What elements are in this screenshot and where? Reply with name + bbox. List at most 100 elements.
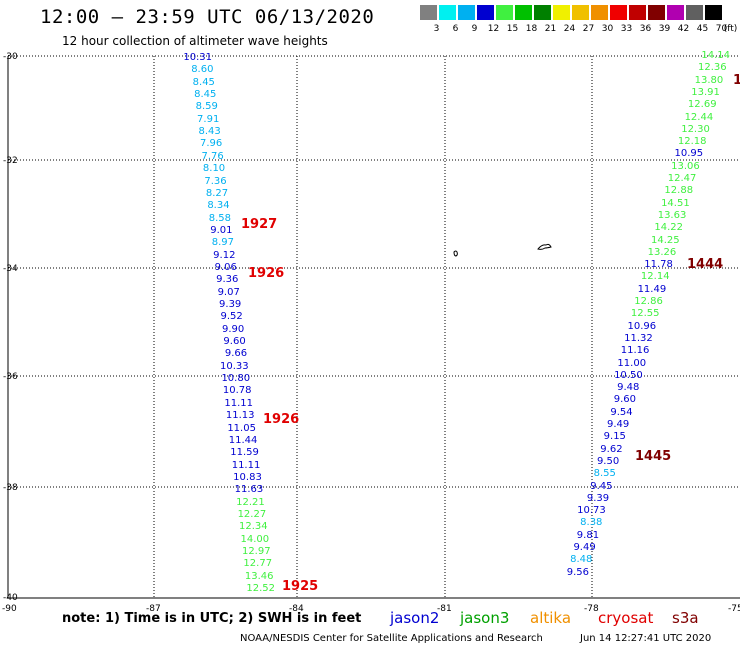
wave-height-value: 12.14: [640, 271, 670, 283]
wave-height-value: 12.27: [237, 508, 267, 520]
wave-height-value: 9.01: [210, 224, 233, 236]
scale-label: 27: [582, 24, 595, 34]
lon-tick-label: -78: [584, 604, 599, 614]
lat-tick-label: -34: [3, 264, 18, 274]
wave-height-value: 8.38: [580, 517, 603, 529]
wave-height-value: 11.49: [637, 283, 667, 295]
scale-swatch: [420, 5, 437, 20]
credit-line: NOAA/NESDIS Center for Satellite Applica…: [240, 633, 543, 644]
scale-label: 45: [696, 24, 709, 34]
pass-number-label: 1925: [282, 579, 319, 594]
wave-height-value: 12.21: [236, 496, 265, 508]
scale-swatch: [477, 5, 494, 20]
wave-height-value: 12.36: [698, 62, 727, 74]
wave-height-value: 10.83: [233, 471, 262, 483]
wave-height-value: 12.97: [241, 546, 271, 557]
wave-height-value: 10.78: [222, 385, 252, 397]
wave-height-value: 8.59: [195, 101, 218, 113]
wave-height-value: 9.62: [600, 443, 623, 455]
scale-swatch: [458, 5, 475, 20]
lat-tick-label: -32: [3, 156, 18, 166]
scale-label: 33: [620, 24, 633, 34]
wave-height-value: 11.11: [231, 459, 261, 471]
wave-height-value: 10.50: [614, 369, 643, 381]
wave-height-value: 8.97: [211, 237, 234, 249]
wave-height-value: 14.25: [651, 234, 680, 246]
wave-height-value: 7.76: [201, 150, 224, 162]
wave-height-value: 12.47: [667, 173, 697, 184]
wave-height-value: 9.15: [603, 431, 626, 443]
scale-swatch: [591, 5, 608, 20]
lon-tick-label: -87: [146, 604, 161, 614]
scale-swatch: [686, 5, 703, 20]
scale-swatch: [439, 5, 456, 20]
scale-swatch: [572, 5, 589, 20]
scale-label: 70: [715, 24, 728, 34]
scale-swatch: [629, 5, 646, 20]
wave-height-value: 8.45: [194, 89, 217, 101]
wave-height-value: 9.81: [576, 529, 600, 541]
wave-height-value: 9.49: [573, 542, 596, 553]
wave-height-value: 11.32: [624, 332, 653, 344]
wave-height-value: 13.26: [647, 246, 677, 258]
lon-tick-label: -75: [728, 604, 740, 614]
wave-height-value: 9.54: [610, 406, 633, 418]
wave-height-value: 11.11: [224, 397, 254, 409]
wave-height-value: 11.44: [228, 434, 258, 446]
scale-swatch: [648, 5, 665, 20]
satellite-legend-cryosat: cryosat: [598, 609, 654, 627]
wave-height-value: 12.88: [664, 185, 694, 197]
wave-height-value: 9.48: [617, 382, 640, 394]
satellite-legend-s3a: s3a: [672, 609, 699, 627]
wave-height-value: 11.05: [227, 422, 256, 434]
wave-height-value: 12.34: [239, 521, 268, 533]
wave-height-value: 11.00: [617, 357, 647, 369]
lat-tick-label: -30: [3, 52, 18, 62]
wave-height-value: 9.56: [566, 566, 589, 578]
wave-height-value: 12.69: [687, 99, 717, 111]
wave-height-value: 12.55: [630, 308, 660, 320]
lon-tick-label: -84: [289, 604, 304, 614]
wave-height-value: 11.59: [230, 447, 259, 459]
island-small: [453, 250, 458, 257]
scale-swatch: [534, 5, 551, 20]
footer-note: note: 1) Time is in UTC; 2) SWH is in fe…: [62, 611, 362, 626]
wave-height-value: 10.33: [219, 360, 249, 372]
wave-height-value: 10.80: [221, 373, 251, 385]
wave-height-value: 12.30: [681, 123, 710, 135]
wave-height-value: 14.22: [654, 222, 683, 234]
wave-height-value: 11.78: [644, 259, 673, 271]
wave-height-value: 10.73: [577, 505, 606, 517]
wave-height-value: 8.45: [192, 76, 215, 88]
wave-height-value: 8.27: [205, 187, 229, 199]
wave-height-value: 9.60: [613, 394, 636, 406]
wave-height-value: 9.12: [213, 249, 236, 261]
wave-height-value: 9.06: [214, 261, 237, 273]
wave-height-value: 13.46: [244, 570, 274, 582]
satellite-legend-jason3: jason3: [460, 609, 510, 627]
scale-label: 18: [525, 24, 538, 34]
wave-height-value: 9.07: [217, 286, 240, 298]
scale-swatch: [515, 5, 532, 20]
scale-label: 9: [471, 24, 478, 34]
wave-height-value: 12.18: [677, 136, 707, 148]
wave-height-value: 12.44: [684, 111, 714, 123]
wave-height-value: 8.34: [207, 200, 230, 212]
wave-height-value: 8.43: [198, 126, 221, 138]
pass-number-label: 1927: [241, 217, 278, 232]
satellite-legend-altika: altika: [530, 609, 572, 627]
wave-height-value: 13.63: [657, 209, 687, 221]
map-title: 12:00 – 23:59 UTC 06/13/2020: [40, 6, 375, 28]
map-subtitle: 12 hour collection of altimeter wave hei…: [62, 34, 328, 48]
wave-height-value: 12.86: [634, 296, 663, 307]
scale-label: 15: [506, 24, 519, 34]
generated-timestamp: Jun 14 12:27:41 UTC 2020: [580, 633, 712, 644]
wave-height-value: 9.66: [224, 348, 248, 360]
wave-height-value: 14.14: [701, 50, 730, 61]
lat-tick-label: -40: [3, 593, 18, 603]
wave-height-value: 11.13: [225, 410, 255, 422]
wave-height-value: 9.60: [223, 336, 246, 348]
scale-label: 12: [487, 24, 500, 34]
wave-height-value: 9.90: [221, 323, 245, 335]
